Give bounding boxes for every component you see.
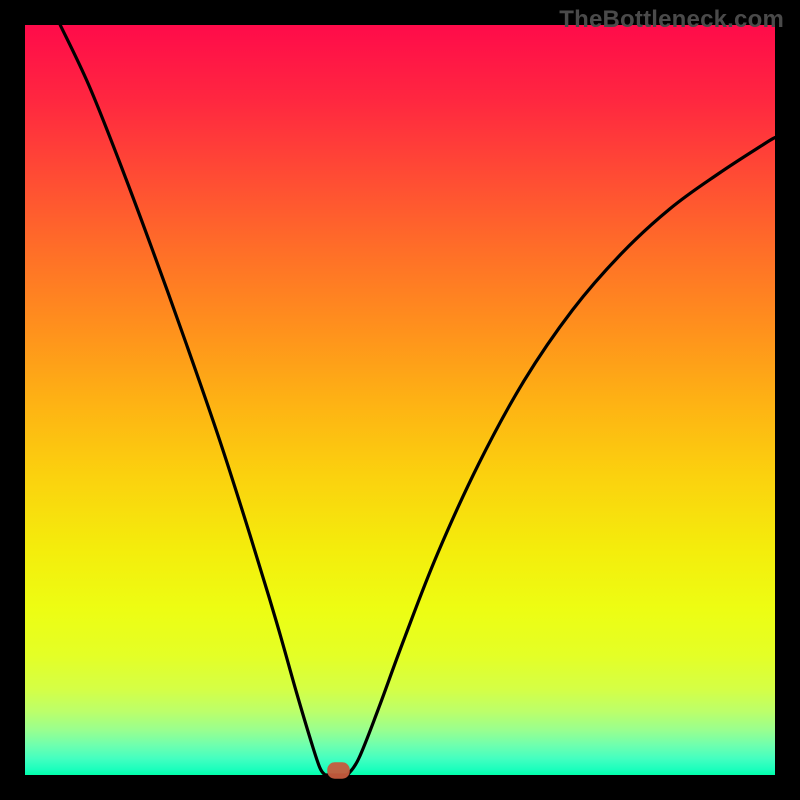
chart-stage: TheBottleneck.com [0, 0, 800, 800]
bottleneck-chart-svg [0, 0, 800, 800]
vertex-marker [327, 762, 350, 779]
watermark-text: TheBottleneck.com [559, 6, 784, 34]
gradient-background [25, 25, 775, 775]
